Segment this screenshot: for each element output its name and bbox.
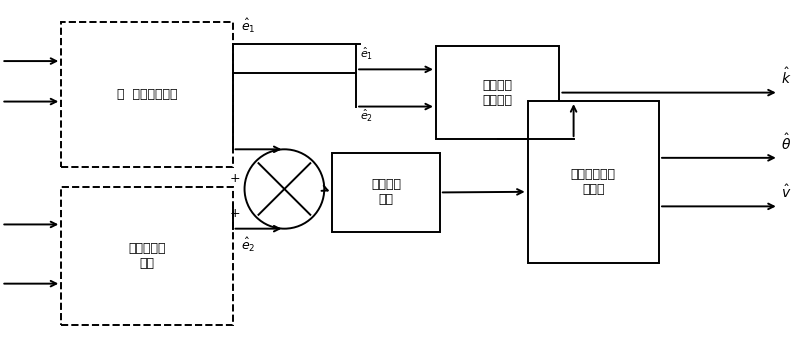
- Bar: [61, 187, 233, 325]
- Text: 区间判断
信号单元: 区间判断 信号单元: [482, 79, 513, 107]
- Text: $\hat{\theta}$: $\hat{\theta}$: [781, 133, 791, 153]
- Text: 复合相加
单元: 复合相加 单元: [371, 178, 401, 206]
- Text: +: +: [230, 172, 241, 185]
- Text: 第  一滑膜观测器: 第 一滑膜观测器: [117, 88, 177, 101]
- Text: $\hat{e}_1$: $\hat{e}_1$: [360, 46, 374, 62]
- Bar: [61, 22, 233, 167]
- Text: $\hat{e}_1$: $\hat{e}_1$: [241, 17, 255, 35]
- Bar: [436, 46, 559, 139]
- Text: $\hat{k}$: $\hat{k}$: [781, 67, 791, 87]
- Text: $\hat{e}_2$: $\hat{e}_2$: [360, 108, 374, 125]
- Text: $\hat{v}$: $\hat{v}$: [781, 184, 791, 201]
- Bar: [332, 153, 440, 232]
- Text: $\hat{e}_2$: $\hat{e}_2$: [241, 236, 255, 254]
- Bar: [527, 101, 659, 263]
- Text: 第二滑膜观
测器: 第二滑膜观 测器: [128, 242, 166, 270]
- Text: 位置及速度估
计单元: 位置及速度估 计单元: [571, 168, 616, 196]
- Text: +: +: [230, 206, 241, 220]
